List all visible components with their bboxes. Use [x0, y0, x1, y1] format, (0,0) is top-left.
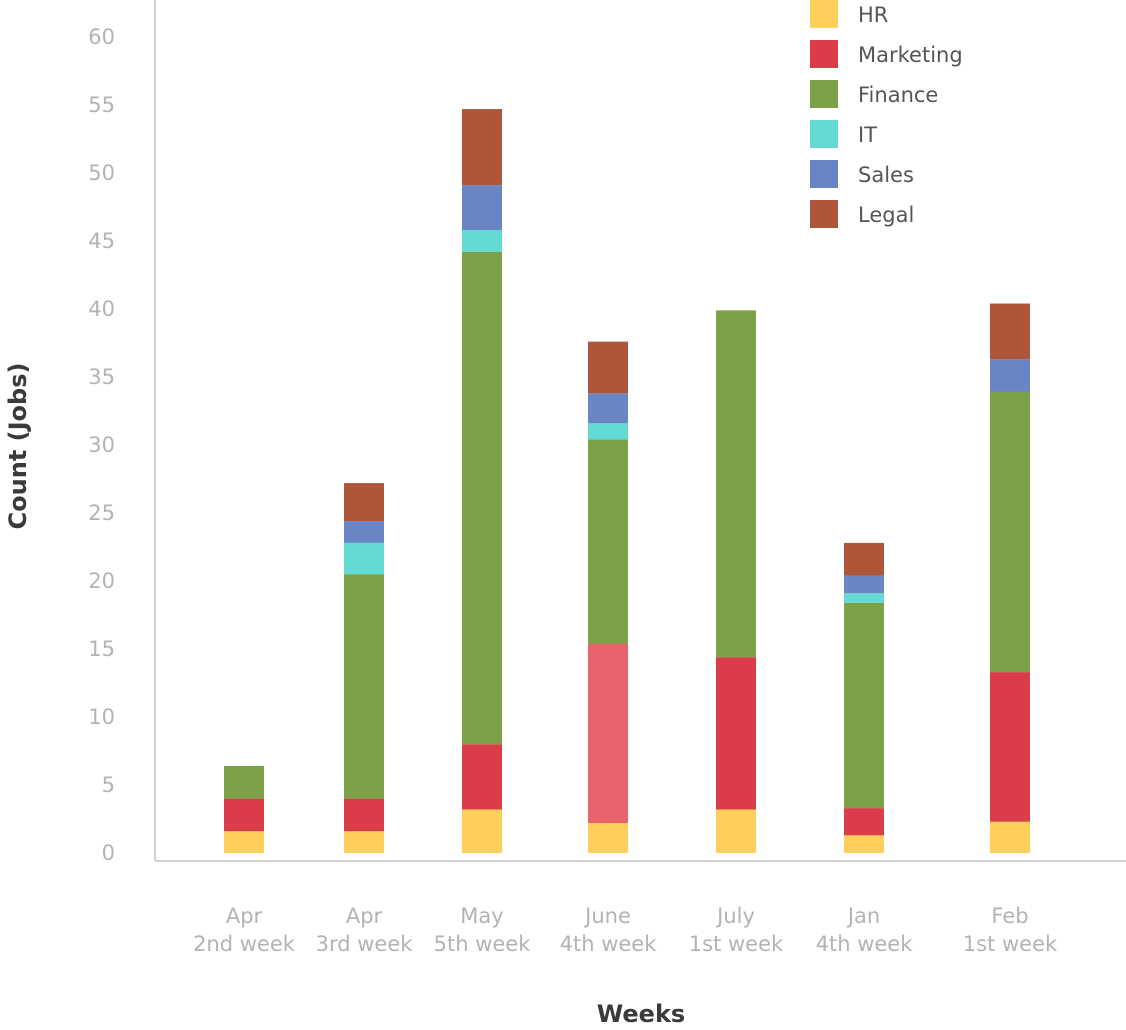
bar-segment-finance [716, 310, 756, 658]
bar-segment-sales [344, 521, 384, 543]
bar-segment-hr [344, 831, 384, 853]
bar-segment-marketing [990, 672, 1030, 822]
bar-segment-it [344, 542, 384, 575]
x-tick-label: 4th week [816, 932, 914, 956]
bar-stacks [224, 109, 1030, 853]
bar-segment-legal [588, 341, 628, 394]
x-tick-label: 5th week [434, 932, 532, 956]
bar-segment-marketing [224, 798, 264, 832]
bar-segment-sales [844, 575, 884, 594]
x-tick-label: 4th week [560, 932, 658, 956]
y-tick-label: 0 [102, 841, 115, 865]
y-tick-label: 25 [88, 501, 115, 525]
legend-label: Sales [858, 163, 914, 187]
y-tick-label: 10 [88, 705, 115, 729]
x-tick-label: Apr [226, 904, 263, 928]
y-tick-label: 30 [88, 433, 115, 457]
bar-segment-finance [462, 251, 502, 745]
x-tick-label: Apr [346, 904, 383, 928]
bar-segment-marketing [844, 808, 884, 836]
bar-segment-sales [990, 359, 1030, 392]
bar-segment-legal [990, 303, 1030, 360]
legend-swatch-sales [810, 160, 838, 188]
x-tick-label: May [460, 904, 503, 928]
bar-segment-sales [462, 185, 502, 231]
bar-segment-hr [716, 809, 756, 853]
bar-segment-it [844, 593, 884, 603]
bar-segment-marketing [716, 657, 756, 810]
x-axis-title: Weeks [597, 1000, 685, 1028]
legend-label: HR [858, 3, 888, 27]
bar-segment-it [588, 423, 628, 440]
y-tick-label: 20 [88, 569, 115, 593]
x-tick-label: June [583, 904, 631, 928]
bar-segment-finance [990, 391, 1030, 673]
y-tick-label: 15 [88, 637, 115, 661]
y-tick-label: 5 [102, 773, 115, 797]
bar-segment-legal [344, 483, 384, 522]
x-axis-labels: Apr 2nd week Apr 3rd week May 5th week June 4th… [193, 904, 1058, 956]
bar-segment-finance [224, 765, 264, 799]
bar-segment-hr [588, 823, 628, 853]
x-tick-label: 3rd week [316, 932, 414, 956]
y-tick-label: 55 [88, 93, 115, 117]
bar-segment-sales [588, 393, 628, 424]
bar-segment-marketing [344, 798, 384, 832]
x-tick-label: July [715, 904, 755, 928]
y-tick-label: 50 [88, 161, 115, 185]
y-tick-label: 60 [88, 25, 115, 49]
legend-label: IT [858, 123, 877, 147]
bar-segment-finance [844, 602, 884, 809]
legend-swatch-finance [810, 80, 838, 108]
bar-segment-marketing [462, 744, 502, 810]
x-tick-label: Feb [991, 904, 1028, 928]
legend-swatch-legal [810, 200, 838, 228]
bar-segment-finance [588, 439, 628, 644]
bar-segment-it [462, 230, 502, 252]
bar-segment-hr [462, 809, 502, 853]
bar-segment-legal [462, 109, 502, 186]
y-axis-title: Count (Jobs) [4, 363, 32, 530]
bar-segment-marketing [588, 643, 628, 824]
x-tick-label: 1st week [689, 932, 784, 956]
bar-segment-finance [344, 574, 384, 799]
x-tick-label: 2nd week [193, 932, 296, 956]
legend-label: Legal [858, 203, 914, 227]
legend: HR Marketing Finance IT Sales Legal [810, 0, 963, 228]
y-tick-label: 35 [88, 365, 115, 389]
bar-segment-hr [844, 835, 884, 853]
legend-swatch-marketing [810, 40, 838, 68]
legend-label: Marketing [858, 43, 963, 67]
x-tick-label: Jan [846, 904, 880, 928]
y-tick-label: 40 [88, 297, 115, 321]
bar-segment-hr [224, 831, 264, 853]
legend-swatch-it [810, 120, 838, 148]
bar-segment-hr [990, 821, 1030, 853]
y-tick-label: 45 [88, 229, 115, 253]
y-axis-ticks: 0 5 10 15 20 25 30 35 40 45 50 55 60 [88, 25, 115, 865]
x-tick-label: 1st week [963, 932, 1058, 956]
legend-swatch-hr [810, 0, 838, 28]
bar-segment-legal [844, 542, 884, 576]
legend-label: Finance [858, 83, 938, 107]
